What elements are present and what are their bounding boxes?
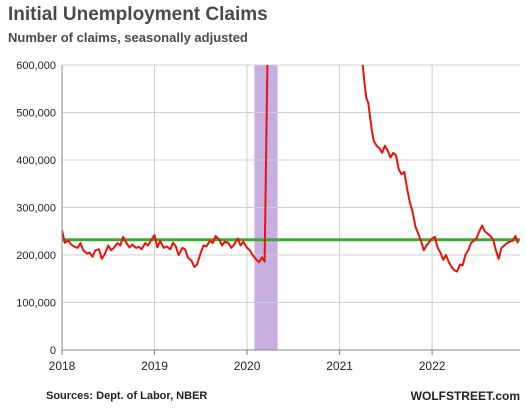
y-tick-label: 100,000 [16, 298, 56, 310]
y-tick-label: 400,000 [16, 155, 56, 167]
y-tick-label: 200,000 [16, 250, 56, 262]
brand-label: WOLFSTREET.com [410, 389, 520, 403]
y-tick-label: 500,000 [16, 108, 56, 120]
x-tick-label: 2020 [234, 359, 261, 373]
chart-title: Initial Unemployment Claims [8, 4, 268, 25]
source-note: Sources: Dept. of Labor, NBER [46, 390, 208, 402]
series-line [62, 65, 520, 273]
x-tick-label: 2022 [419, 359, 446, 373]
y-tick-label: 300,000 [16, 203, 56, 215]
grid-layer [62, 64, 520, 350]
x-tick-label: 2019 [141, 359, 168, 373]
y-tick-label: 0 [50, 345, 56, 357]
x-tick-label: 2018 [49, 359, 76, 373]
x-tick-label: 2021 [326, 359, 353, 373]
tick-label-layer: 0 100,000 200,000 300,000 400,000 500,000 600,… [16, 60, 446, 373]
series-layer [62, 65, 520, 273]
y-tick-label: 600,000 [16, 60, 56, 72]
chart-subtitle: Number of claims, seasonally adjusted [8, 30, 248, 45]
axes-layer [61, 65, 520, 355]
